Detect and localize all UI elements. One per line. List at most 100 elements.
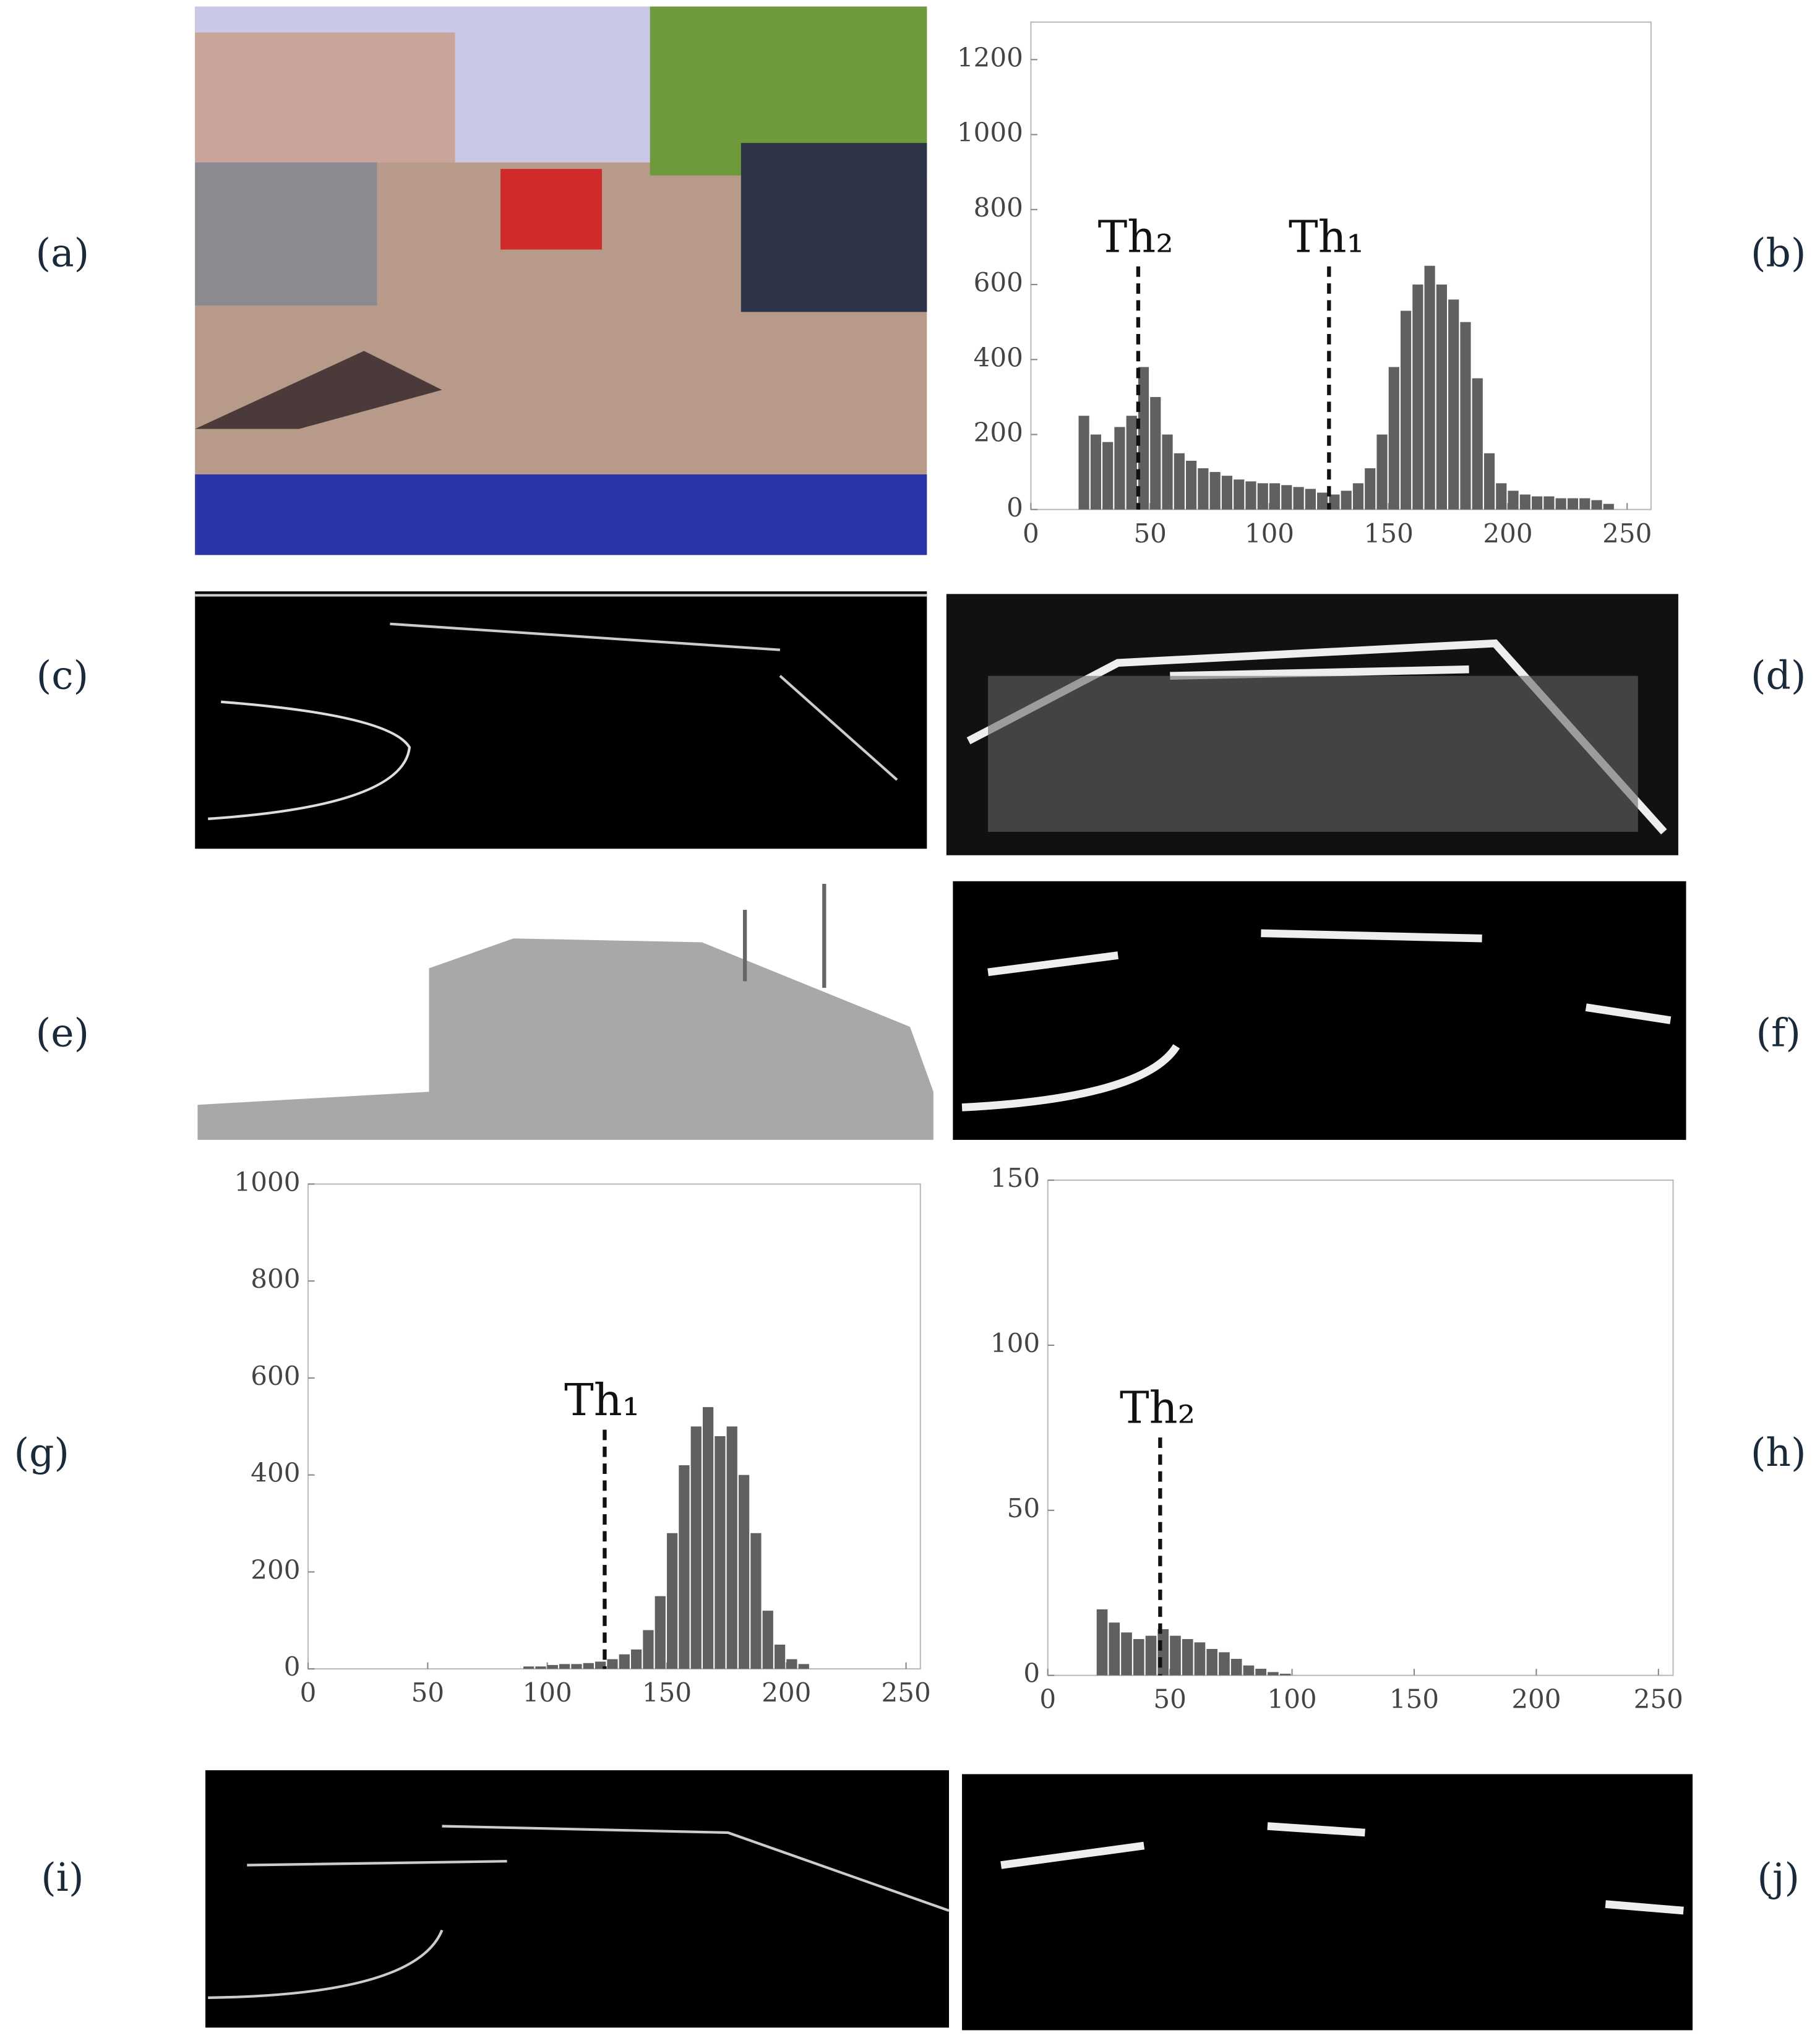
x-tick-label: 150 <box>1364 518 1414 549</box>
histogram-bar <box>1496 483 1507 510</box>
histogram-bar <box>607 1659 618 1669</box>
panel-label: (j) <box>1757 1854 1800 1900</box>
histogram-bar <box>1436 285 1448 510</box>
panel-label: (c) <box>36 652 88 698</box>
y-tick-label: 600 <box>974 267 1023 298</box>
histogram-bar <box>1317 492 1328 510</box>
histogram-bar <box>1245 481 1256 510</box>
histogram-bar <box>1305 489 1316 510</box>
histogram-bar <box>1243 1665 1255 1676</box>
histogram-bar <box>1150 396 1161 510</box>
histogram-bar <box>1121 1632 1132 1676</box>
histogram-bar <box>1170 1635 1181 1676</box>
histogram-bar <box>1555 498 1566 510</box>
histogram-bar <box>1341 490 1352 510</box>
histogram-bar <box>571 1664 582 1669</box>
histogram-bar <box>1579 498 1590 510</box>
x-tick-label: 200 <box>762 1677 811 1708</box>
edge-image-d <box>946 594 1678 855</box>
histogram-bar <box>738 1475 750 1669</box>
x-tick-label: 50 <box>411 1677 444 1708</box>
y-tick-label: 1200 <box>957 42 1023 72</box>
x-tick-label: 100 <box>1267 1684 1316 1715</box>
y-tick-label: 600 <box>251 1361 300 1391</box>
plot-frame <box>307 1183 921 1670</box>
edge-image-i <box>205 1770 950 2028</box>
y-tick-label: 800 <box>251 1264 300 1294</box>
histogram-bar <box>595 1661 606 1669</box>
histogram-bar <box>1412 285 1423 510</box>
histogram-bar <box>1078 416 1089 510</box>
histogram-bar <box>1182 1638 1193 1676</box>
y-tick-label: 50 <box>1007 1493 1040 1523</box>
y-tick-label: 200 <box>974 417 1023 448</box>
histogram-bar <box>1126 416 1137 510</box>
panel-label: (g) <box>14 1429 69 1475</box>
threshold-label: Th₁ <box>564 1374 640 1426</box>
histogram-bar <box>1591 500 1602 510</box>
histogram-bar <box>1365 468 1376 510</box>
histogram-bar <box>655 1596 666 1669</box>
histogram-bar <box>1096 1609 1108 1676</box>
histogram-bar <box>1114 427 1125 510</box>
histogram-bar <box>1532 496 1543 510</box>
histogram-bar <box>559 1664 570 1669</box>
y-tick-label: 400 <box>974 342 1023 372</box>
edge-image-c <box>195 591 927 849</box>
histogram-bar <box>1352 483 1364 510</box>
panel-label: (h) <box>1751 1429 1806 1475</box>
histogram-bar <box>1102 442 1114 510</box>
x-tick-label: 50 <box>1133 518 1166 549</box>
histogram-bar <box>619 1654 630 1669</box>
histogram-bar <box>1186 460 1197 510</box>
histogram-bar <box>1138 367 1149 510</box>
y-tick-label: 0 <box>1007 492 1023 523</box>
histogram-bar <box>1230 1659 1242 1676</box>
y-tick-label: 800 <box>974 192 1023 223</box>
histogram-bar <box>1519 494 1530 510</box>
histogram-bar <box>1257 483 1268 510</box>
histogram-bar <box>1460 322 1471 510</box>
histogram-bar <box>1281 485 1292 510</box>
histogram-bar <box>1483 453 1495 510</box>
photo-a <box>195 6 927 555</box>
histogram-bar <box>1603 503 1614 510</box>
panel-label: (f) <box>1756 1009 1801 1055</box>
histogram-bar <box>1508 490 1519 510</box>
histogram-bar <box>547 1664 558 1669</box>
y-tick-label: 200 <box>251 1554 300 1585</box>
histogram-bar <box>1209 472 1221 510</box>
histogram-bar <box>702 1406 714 1669</box>
histogram-bar <box>1424 265 1435 510</box>
histogram-bar <box>726 1426 737 1669</box>
histogram-bar <box>535 1666 546 1669</box>
histogram-bar <box>774 1645 786 1669</box>
y-tick-label: 400 <box>251 1458 300 1488</box>
y-tick-label: 0 <box>284 1651 301 1682</box>
threshold-label: Th₁ <box>1289 211 1364 262</box>
histogram-bar <box>1221 476 1233 510</box>
x-tick-label: 50 <box>1153 1684 1186 1715</box>
histogram-bar <box>1567 498 1579 510</box>
histogram-bar <box>1268 1672 1279 1676</box>
histogram-bar <box>1133 1638 1144 1676</box>
histogram-bar <box>1269 483 1281 510</box>
x-tick-label: 0 <box>1039 1684 1056 1715</box>
panel-label: (a) <box>36 229 90 275</box>
histogram-bar <box>679 1465 690 1669</box>
binary-image-j <box>962 1774 1693 2031</box>
histogram-bar <box>1109 1622 1120 1676</box>
histogram-bar <box>1388 367 1399 510</box>
y-tick-label: 1000 <box>957 118 1023 148</box>
x-tick-label: 200 <box>1511 1684 1561 1715</box>
histogram-bar <box>1400 310 1412 510</box>
histogram-bar <box>1234 479 1245 510</box>
x-tick-label: 0 <box>1023 518 1039 549</box>
panel-label: (b) <box>1751 229 1806 275</box>
histogram-bar <box>1543 496 1555 510</box>
x-tick-label: 250 <box>1602 518 1652 549</box>
histogram-bar <box>762 1611 773 1669</box>
x-tick-label: 150 <box>1389 1684 1439 1715</box>
y-tick-label: 0 <box>1023 1658 1040 1689</box>
